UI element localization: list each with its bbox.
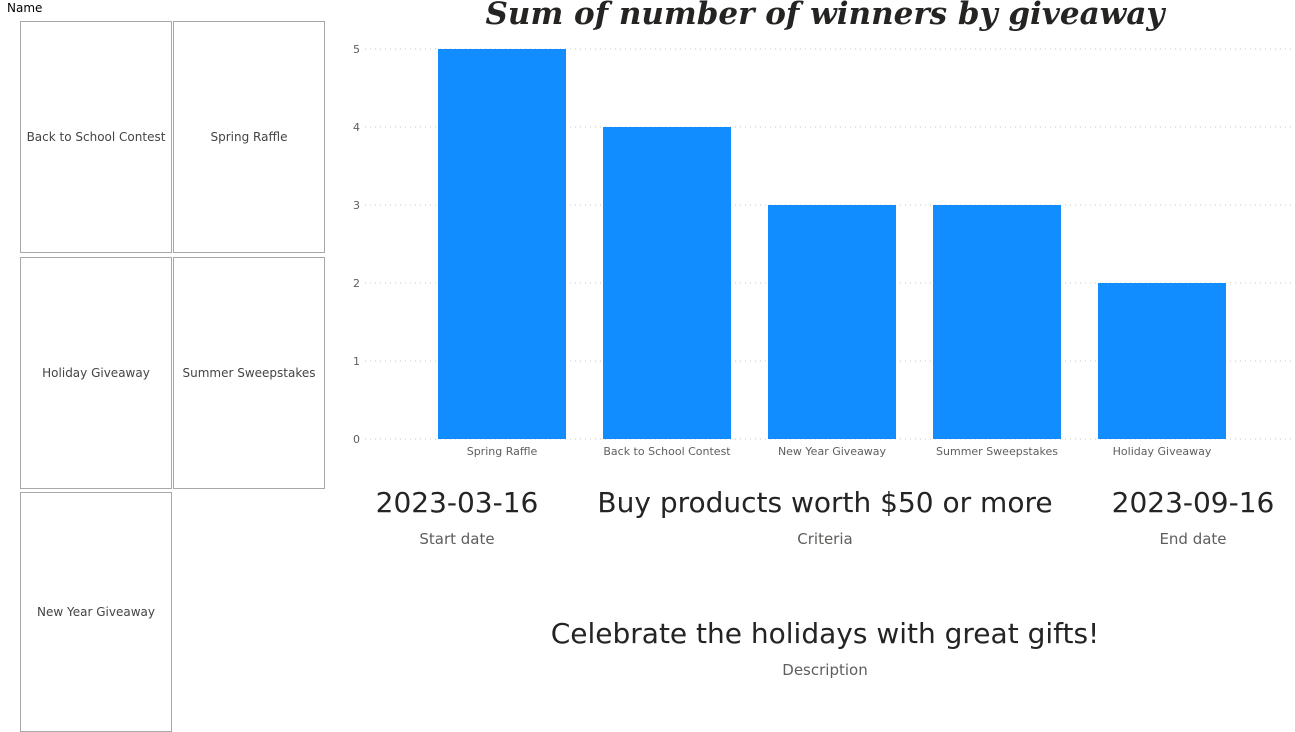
bar-chart: 0 1 2 3 4 5 Spring Raffle Back to School Contes… [353, 43, 1295, 458]
slicer-tile-summer-sweepstakes[interactable]: Summer Sweepstakes [173, 257, 325, 489]
y-tick-label: 4 [353, 121, 360, 134]
bar [1098, 283, 1226, 439]
start-date-value: 2023-03-16 [375, 486, 539, 519]
description-label: Description [782, 661, 868, 679]
y-tick-label: 1 [353, 355, 360, 368]
end-date-label: End date [1159, 530, 1227, 548]
slicer-tile-spring-raffle[interactable]: Spring Raffle [173, 21, 325, 253]
slicer-title: Name [7, 1, 43, 15]
start-date-label: Start date [419, 530, 495, 548]
end-date-value: 2023-09-16 [1111, 486, 1275, 519]
x-tick-label: Summer Sweepstakes [936, 445, 1058, 458]
chart-title: Sum of number of winners by giveaway [485, 0, 1165, 32]
x-tick-label: Back to School Contest [603, 445, 731, 458]
bar [603, 127, 731, 439]
criteria-label: Criteria [797, 530, 853, 548]
y-tick-label: 5 [353, 43, 360, 56]
y-tick-label: 2 [353, 277, 360, 290]
x-tick-label: New Year Giveaway [778, 445, 887, 458]
y-tick-label: 3 [353, 199, 360, 212]
bar [768, 205, 896, 439]
bar [438, 49, 566, 439]
description-value: Celebrate the holidays with great gifts! [550, 617, 1100, 650]
x-tick-label: Spring Raffle [467, 445, 538, 458]
slicer-tile-new-year-giveaway[interactable]: New Year Giveaway [20, 492, 172, 732]
y-tick-label: 0 [353, 433, 360, 446]
criteria-value: Buy products worth $50 or more [597, 486, 1053, 519]
bar [933, 205, 1061, 439]
x-tick-label: Holiday Giveaway [1113, 445, 1212, 458]
slicer-tile-back-to-school-contest[interactable]: Back to School Contest [20, 21, 172, 253]
slicer-tile-holiday-giveaway[interactable]: Holiday Giveaway [20, 257, 172, 489]
